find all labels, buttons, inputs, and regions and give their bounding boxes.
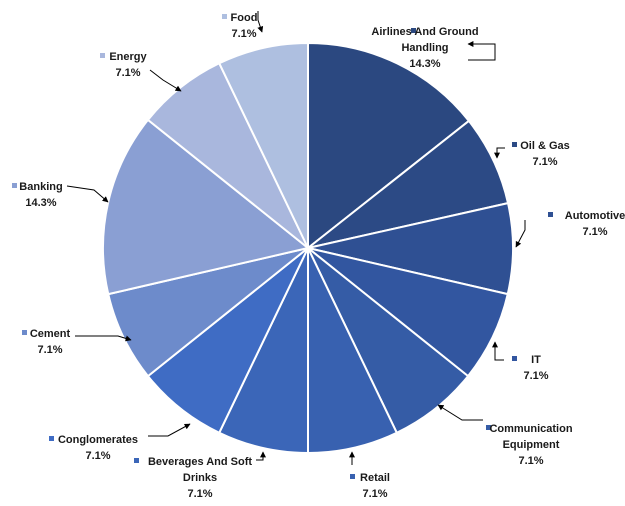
data-label-percent-oil-gas: 7.1% (532, 156, 557, 168)
label-marker-oil-gas (512, 142, 517, 147)
label-marker-communication-equipment (486, 425, 491, 430)
label-marker-food (222, 14, 227, 19)
pie-slice-food (217, 41, 309, 249)
pie-slice-airlines-and-ground-handling (307, 41, 471, 251)
data-label-name-beverages-and-soft-drinks-1: Drinks (183, 472, 217, 484)
leader-line-airlines-and-ground-handling (467, 41, 496, 61)
label-marker-energy (100, 53, 105, 58)
data-label-name-energy-0: Energy (109, 51, 147, 63)
data-label-name-it-0: IT (531, 354, 541, 366)
data-label-percent-banking: 14.3% (25, 197, 56, 209)
data-label-name-cement-0: Cement (30, 328, 71, 340)
label-marker-beverages-and-soft-drinks (134, 458, 139, 463)
label-marker-airlines-and-ground-handling (411, 28, 416, 33)
leader-line-conglomerates (148, 423, 191, 437)
leader-lines (66, 11, 526, 465)
label-marker-cement (22, 330, 27, 335)
data-label-name-food-0: Food (231, 12, 258, 24)
leader-line-cement (75, 335, 132, 342)
leader-line-oil-gas (494, 147, 505, 159)
data-label-name-conglomerates-0: Conglomerates (58, 434, 138, 446)
data-label-percent-it: 7.1% (523, 370, 548, 382)
data-label-percent-beverages-and-soft-drinks: 7.1% (187, 488, 212, 500)
data-label-percent-food: 7.1% (231, 28, 256, 40)
pie-slices (102, 41, 514, 455)
label-marker-automotive (548, 212, 553, 217)
data-label-name-communication-equipment-1: Equipment (503, 439, 560, 451)
label-marker-it (512, 356, 517, 361)
data-label-percent-automotive: 7.1% (582, 226, 607, 238)
data-label-percent-communication-equipment: 7.1% (518, 455, 543, 467)
leader-line-automotive (515, 220, 526, 248)
data-label-name-airlines-and-ground-handling-0: Airlines And Ground (371, 26, 478, 38)
data-label-percent-conglomerates: 7.1% (85, 450, 110, 462)
data-label-name-oil-gas-0: Oil & Gas (520, 140, 570, 152)
label-marker-banking (12, 183, 17, 188)
data-label-name-automotive-0: Automotive (565, 210, 625, 222)
data-label-percent-energy: 7.1% (115, 67, 140, 79)
leader-line-banking (66, 185, 109, 203)
leader-line-food (257, 11, 264, 33)
leader-line-communication-equipment (437, 404, 483, 421)
pie-slice-banking (102, 118, 311, 296)
data-labels: Airlines And Ground Handling 14.3% Oil & Ga… (12, 12, 625, 500)
leader-line-it (492, 341, 504, 361)
label-marker-retail (350, 474, 355, 479)
data-label-name-communication-equipment-0: Communication (489, 423, 572, 435)
leader-line-beverages-and-soft-drinks (256, 451, 266, 461)
data-label-percent-retail: 7.1% (362, 488, 387, 500)
leader-line-energy (149, 69, 182, 92)
data-label-name-retail-0: Retail (360, 472, 390, 484)
data-label-name-beverages-and-soft-drinks-0: Beverages And Soft (148, 456, 252, 468)
data-label-name-banking-0: Banking (19, 181, 62, 193)
label-marker-conglomerates (49, 436, 54, 441)
data-label-percent-airlines-and-ground-handling: 14.3% (409, 58, 440, 70)
data-label-name-airlines-and-ground-handling-1: Handling (401, 42, 448, 54)
data-label-percent-cement: 7.1% (37, 344, 62, 356)
